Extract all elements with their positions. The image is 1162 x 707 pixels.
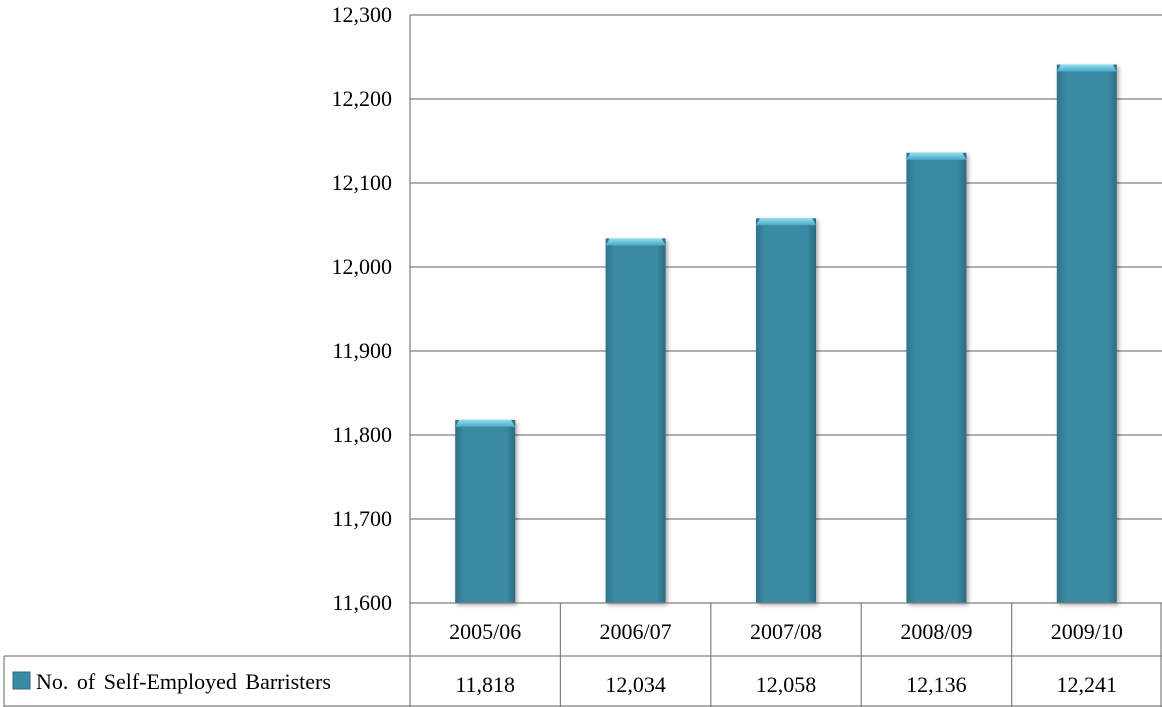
bar: [455, 419, 516, 603]
bar: [756, 218, 816, 603]
bar: [605, 238, 666, 603]
series-name-label: No. of Self-Employed Barristers: [36, 669, 331, 694]
bar-top-bevel: [756, 218, 816, 226]
data-value-label: 12,136: [906, 672, 967, 697]
bar-top-bevel: [455, 419, 516, 427]
x-category-label: 2009/10: [1051, 619, 1123, 644]
data-value-label: 12,058: [756, 672, 817, 697]
y-axis-tick-labels: 11,600 11,700 11,800 11,900 12,000 12,100 12,2…: [332, 2, 393, 615]
bar-top-bevel: [605, 238, 666, 246]
bar-top-bevel: [906, 152, 967, 160]
data-value-label: 11,818: [455, 672, 515, 697]
y-tick-label: 12,000: [332, 254, 393, 279]
data-value-label: 12,241: [1057, 672, 1118, 697]
x-category-label: 2006/07: [600, 619, 672, 644]
bars: [455, 64, 1117, 603]
y-tick-label: 12,100: [332, 170, 393, 195]
data-table: 2005/06 2006/07 2007/08 2008/09 2009/10 No. o…: [3, 602, 1162, 707]
x-category-label: 2008/09: [900, 619, 972, 644]
bar: [1056, 64, 1117, 603]
y-tick-label: 12,200: [332, 86, 393, 111]
y-tick-label: 12,300: [332, 2, 393, 27]
x-category-label: 2005/06: [449, 619, 521, 644]
y-tick-label: 11,600: [332, 590, 392, 615]
legend-key: [12, 671, 31, 690]
y-tick-label: 11,900: [332, 338, 392, 363]
x-category-label: 2007/08: [750, 619, 822, 644]
y-tick-label: 11,800: [332, 422, 392, 447]
bar: [906, 152, 967, 603]
bar-top-bevel: [1056, 64, 1117, 72]
data-value-label: 12,034: [605, 672, 666, 697]
y-tick-label: 11,700: [332, 506, 392, 531]
